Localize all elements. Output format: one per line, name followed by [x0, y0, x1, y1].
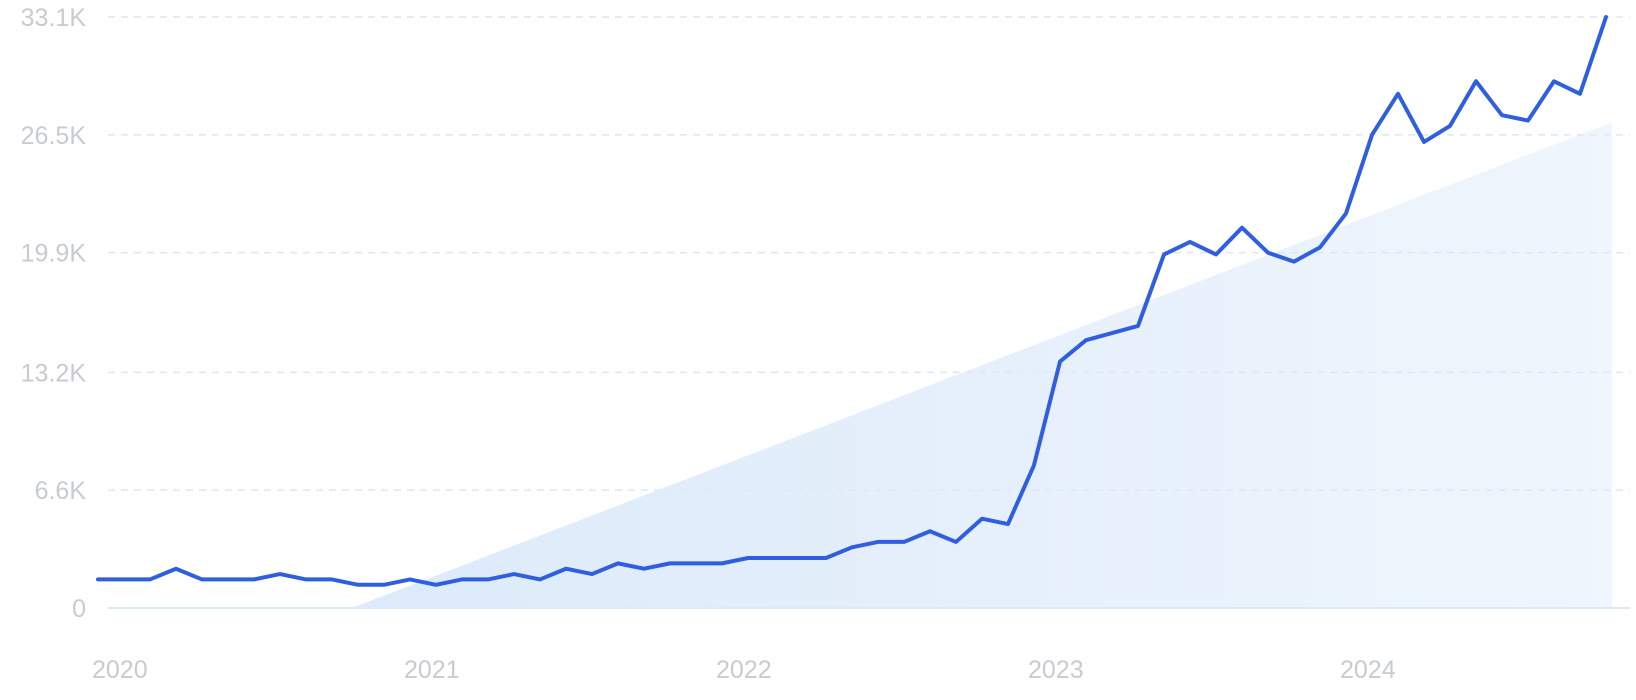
- data-point: [382, 583, 386, 587]
- y-tick-label: 33.1K: [21, 4, 87, 32]
- data-point: [174, 567, 178, 571]
- data-point: [590, 572, 594, 576]
- x-axis-ticks: 2020 2021 2022 2023 2024: [92, 656, 1396, 684]
- data-point: [1396, 92, 1400, 96]
- data-point: [148, 577, 152, 581]
- data-point: [902, 540, 906, 544]
- data-point: [876, 540, 880, 544]
- data-point: [1318, 245, 1322, 249]
- y-axis-ticks: 0 6.6K 13.2K 19.9K 26.5K 33.1K: [21, 4, 87, 623]
- x-tick-label: 2020: [92, 656, 148, 684]
- x-tick-label: 2023: [1028, 656, 1084, 684]
- x-tick-label: 2024: [1340, 656, 1396, 684]
- data-point: [512, 572, 516, 576]
- data-point: [1422, 140, 1426, 144]
- data-point: [980, 517, 984, 521]
- data-point: [1370, 133, 1374, 137]
- data-point: [304, 577, 308, 581]
- series-line: [96, 15, 1608, 587]
- data-point: [1552, 79, 1556, 83]
- data-point: [1058, 360, 1062, 364]
- data-point: [772, 556, 776, 560]
- y-tick-label: 0: [72, 595, 86, 623]
- data-point: [538, 577, 542, 581]
- data-point: [200, 577, 204, 581]
- data-point: [954, 540, 958, 544]
- x-tick-label: 2022: [716, 656, 772, 684]
- y-tick-label: 26.5K: [21, 122, 87, 150]
- data-point: [798, 556, 802, 560]
- data-point: [1032, 463, 1036, 467]
- y-tick-label: 13.2K: [21, 359, 87, 387]
- data-point: [434, 583, 438, 587]
- data-point: [668, 561, 672, 565]
- data-point: [356, 583, 360, 587]
- data-point: [1604, 15, 1608, 19]
- data-point: [408, 577, 412, 581]
- data-point: [1526, 119, 1530, 123]
- trend-wedge: [352, 122, 1612, 608]
- data-point: [1474, 79, 1478, 83]
- data-point: [122, 577, 126, 581]
- data-point: [1084, 338, 1088, 342]
- data-point: [96, 577, 100, 581]
- data-point: [850, 545, 854, 549]
- y-tick-label: 19.9K: [21, 240, 87, 268]
- data-point: [564, 567, 568, 571]
- data-point: [1188, 240, 1192, 244]
- data-point: [1240, 226, 1244, 230]
- data-point: [642, 567, 646, 571]
- y-tick-label: 6.6K: [35, 477, 87, 505]
- data-point: [1344, 211, 1348, 215]
- data-point: [1578, 92, 1582, 96]
- data-point: [486, 577, 490, 581]
- data-point: [1136, 324, 1140, 328]
- data-point: [928, 529, 932, 533]
- data-point: [1292, 260, 1296, 264]
- data-point: [824, 556, 828, 560]
- data-point: [1214, 252, 1218, 256]
- data-point: [460, 577, 464, 581]
- data-point: [1500, 113, 1504, 117]
- series-layer: [96, 15, 1608, 587]
- data-point: [1162, 252, 1166, 256]
- data-point: [694, 561, 698, 565]
- x-tick-label: 2021: [404, 656, 460, 684]
- data-point: [720, 561, 724, 565]
- data-point: [330, 577, 334, 581]
- data-point: [226, 577, 230, 581]
- data-point: [1448, 124, 1452, 128]
- data-point: [616, 561, 620, 565]
- data-point: [252, 577, 256, 581]
- data-point: [1266, 251, 1270, 255]
- data-point: [1006, 522, 1010, 526]
- data-point: [1110, 331, 1114, 335]
- trend-area: [352, 122, 1612, 608]
- data-point: [278, 572, 282, 576]
- data-point: [746, 556, 750, 560]
